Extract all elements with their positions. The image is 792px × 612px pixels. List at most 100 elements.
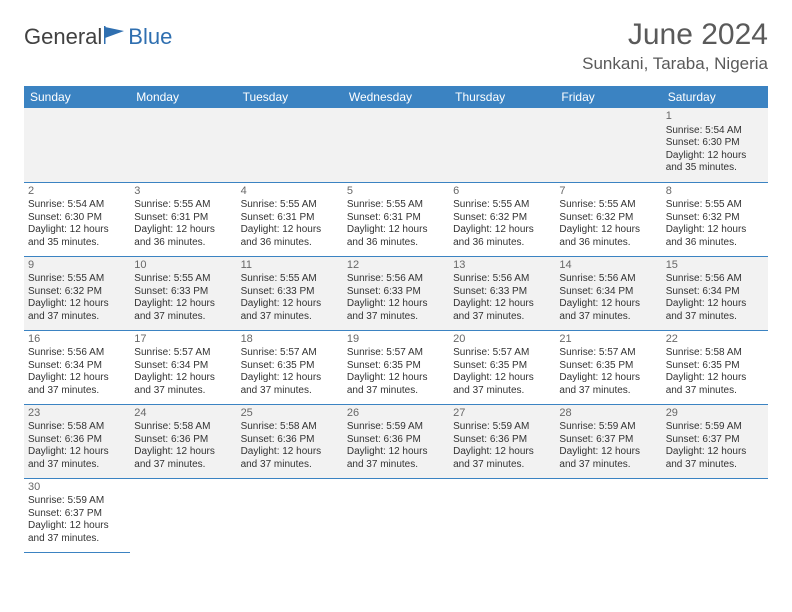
sunrise-line: Sunrise: 5:58 AM: [134, 421, 232, 434]
sunset-line: Sunset: 6:35 PM: [347, 360, 445, 373]
sunset-line: Sunset: 6:37 PM: [559, 434, 657, 447]
weekday-header: Saturday: [662, 86, 768, 108]
sunrise-line: Sunrise: 5:55 AM: [134, 273, 232, 286]
day-cell: 4Sunrise: 5:55 AMSunset: 6:31 PMDaylight…: [237, 182, 343, 256]
sunset-line: Sunset: 6:34 PM: [559, 286, 657, 299]
day-number: 6: [453, 185, 551, 199]
day-cell: 10Sunrise: 5:55 AMSunset: 6:33 PMDayligh…: [130, 256, 236, 330]
sunrise-line: Sunrise: 5:56 AM: [453, 273, 551, 286]
day-cell: 20Sunrise: 5:57 AMSunset: 6:35 PMDayligh…: [449, 330, 555, 404]
week-row: 2Sunrise: 5:54 AMSunset: 6:30 PMDaylight…: [24, 182, 768, 256]
weekday-header: Tuesday: [237, 86, 343, 108]
sunset-line: Sunset: 6:32 PM: [28, 286, 126, 299]
daylight-line: Daylight: 12 hours and 37 minutes.: [28, 372, 126, 397]
day-cell: 5Sunrise: 5:55 AMSunset: 6:31 PMDaylight…: [343, 182, 449, 256]
sunrise-line: Sunrise: 5:55 AM: [241, 273, 339, 286]
day-number: 23: [28, 407, 126, 421]
week-row: 30Sunrise: 5:59 AMSunset: 6:37 PMDayligh…: [24, 478, 768, 552]
empty-cell: [343, 108, 449, 182]
sunset-line: Sunset: 6:31 PM: [134, 212, 232, 225]
daylight-line: Daylight: 12 hours and 36 minutes.: [453, 224, 551, 249]
day-cell: 6Sunrise: 5:55 AMSunset: 6:32 PMDaylight…: [449, 182, 555, 256]
week-row: 23Sunrise: 5:58 AMSunset: 6:36 PMDayligh…: [24, 404, 768, 478]
daylight-line: Daylight: 12 hours and 36 minutes.: [347, 224, 445, 249]
sunrise-line: Sunrise: 5:54 AM: [28, 199, 126, 212]
day-number: 7: [559, 185, 657, 199]
day-number: 15: [666, 259, 764, 273]
day-number: 13: [453, 259, 551, 273]
weekday-header: Sunday: [24, 86, 130, 108]
day-cell: 12Sunrise: 5:56 AMSunset: 6:33 PMDayligh…: [343, 256, 449, 330]
daylight-line: Daylight: 12 hours and 36 minutes.: [559, 224, 657, 249]
week-row: 16Sunrise: 5:56 AMSunset: 6:34 PMDayligh…: [24, 330, 768, 404]
empty-cell: [449, 108, 555, 182]
day-cell: 7Sunrise: 5:55 AMSunset: 6:32 PMDaylight…: [555, 182, 661, 256]
day-number: 30: [28, 481, 126, 495]
sunset-line: Sunset: 6:33 PM: [347, 286, 445, 299]
day-cell: 3Sunrise: 5:55 AMSunset: 6:31 PMDaylight…: [130, 182, 236, 256]
day-number: 10: [134, 259, 232, 273]
sunset-line: Sunset: 6:31 PM: [241, 212, 339, 225]
day-cell: 14Sunrise: 5:56 AMSunset: 6:34 PMDayligh…: [555, 256, 661, 330]
daylight-line: Daylight: 12 hours and 37 minutes.: [666, 298, 764, 323]
day-cell: 9Sunrise: 5:55 AMSunset: 6:32 PMDaylight…: [24, 256, 130, 330]
sunset-line: Sunset: 6:36 PM: [347, 434, 445, 447]
daylight-line: Daylight: 12 hours and 36 minutes.: [134, 224, 232, 249]
sunrise-line: Sunrise: 5:57 AM: [134, 347, 232, 360]
day-cell: 28Sunrise: 5:59 AMSunset: 6:37 PMDayligh…: [555, 404, 661, 478]
sunrise-line: Sunrise: 5:57 AM: [559, 347, 657, 360]
day-number: 4: [241, 185, 339, 199]
day-cell: 2Sunrise: 5:54 AMSunset: 6:30 PMDaylight…: [24, 182, 130, 256]
daylight-line: Daylight: 12 hours and 36 minutes.: [241, 224, 339, 249]
daylight-line: Daylight: 12 hours and 37 minutes.: [28, 446, 126, 471]
empty-cell: [449, 478, 555, 552]
sunset-line: Sunset: 6:31 PM: [347, 212, 445, 225]
sunrise-line: Sunrise: 5:56 AM: [559, 273, 657, 286]
weekday-header: Wednesday: [343, 86, 449, 108]
flag-icon: [104, 26, 126, 44]
day-number: 3: [134, 185, 232, 199]
day-cell: 24Sunrise: 5:58 AMSunset: 6:36 PMDayligh…: [130, 404, 236, 478]
sunrise-line: Sunrise: 5:58 AM: [666, 347, 764, 360]
sunset-line: Sunset: 6:34 PM: [28, 360, 126, 373]
day-cell: 25Sunrise: 5:58 AMSunset: 6:36 PMDayligh…: [237, 404, 343, 478]
empty-cell: [555, 108, 661, 182]
sunset-line: Sunset: 6:34 PM: [134, 360, 232, 373]
day-number: 14: [559, 259, 657, 273]
day-number: 25: [241, 407, 339, 421]
logo: General Blue: [24, 24, 172, 50]
sunset-line: Sunset: 6:30 PM: [28, 212, 126, 225]
sunset-line: Sunset: 6:37 PM: [28, 508, 126, 521]
weekday-header: Thursday: [449, 86, 555, 108]
daylight-line: Daylight: 12 hours and 37 minutes.: [666, 372, 764, 397]
sunrise-line: Sunrise: 5:55 AM: [347, 199, 445, 212]
daylight-line: Daylight: 12 hours and 37 minutes.: [453, 298, 551, 323]
day-cell: 11Sunrise: 5:55 AMSunset: 6:33 PMDayligh…: [237, 256, 343, 330]
empty-cell: [237, 108, 343, 182]
day-cell: 26Sunrise: 5:59 AMSunset: 6:36 PMDayligh…: [343, 404, 449, 478]
logo-text-2: Blue: [128, 24, 172, 50]
sunset-line: Sunset: 6:36 PM: [28, 434, 126, 447]
daylight-line: Daylight: 12 hours and 37 minutes.: [241, 372, 339, 397]
daylight-line: Daylight: 12 hours and 37 minutes.: [241, 446, 339, 471]
day-number: 5: [347, 185, 445, 199]
day-cell: 29Sunrise: 5:59 AMSunset: 6:37 PMDayligh…: [662, 404, 768, 478]
daylight-line: Daylight: 12 hours and 37 minutes.: [347, 372, 445, 397]
sunrise-line: Sunrise: 5:59 AM: [453, 421, 551, 434]
day-number: 28: [559, 407, 657, 421]
sunset-line: Sunset: 6:33 PM: [453, 286, 551, 299]
empty-cell: [130, 108, 236, 182]
daylight-line: Daylight: 12 hours and 37 minutes.: [28, 298, 126, 323]
sunset-line: Sunset: 6:36 PM: [134, 434, 232, 447]
weekday-header-row: SundayMondayTuesdayWednesdayThursdayFrid…: [24, 86, 768, 108]
sunset-line: Sunset: 6:37 PM: [666, 434, 764, 447]
day-cell: 23Sunrise: 5:58 AMSunset: 6:36 PMDayligh…: [24, 404, 130, 478]
day-number: 22: [666, 333, 764, 347]
sunrise-line: Sunrise: 5:59 AM: [666, 421, 764, 434]
month-title: June 2024: [582, 18, 768, 52]
day-cell: 21Sunrise: 5:57 AMSunset: 6:35 PMDayligh…: [555, 330, 661, 404]
daylight-line: Daylight: 12 hours and 37 minutes.: [559, 372, 657, 397]
day-cell: 22Sunrise: 5:58 AMSunset: 6:35 PMDayligh…: [662, 330, 768, 404]
sunrise-line: Sunrise: 5:59 AM: [28, 495, 126, 508]
week-row: 9Sunrise: 5:55 AMSunset: 6:32 PMDaylight…: [24, 256, 768, 330]
